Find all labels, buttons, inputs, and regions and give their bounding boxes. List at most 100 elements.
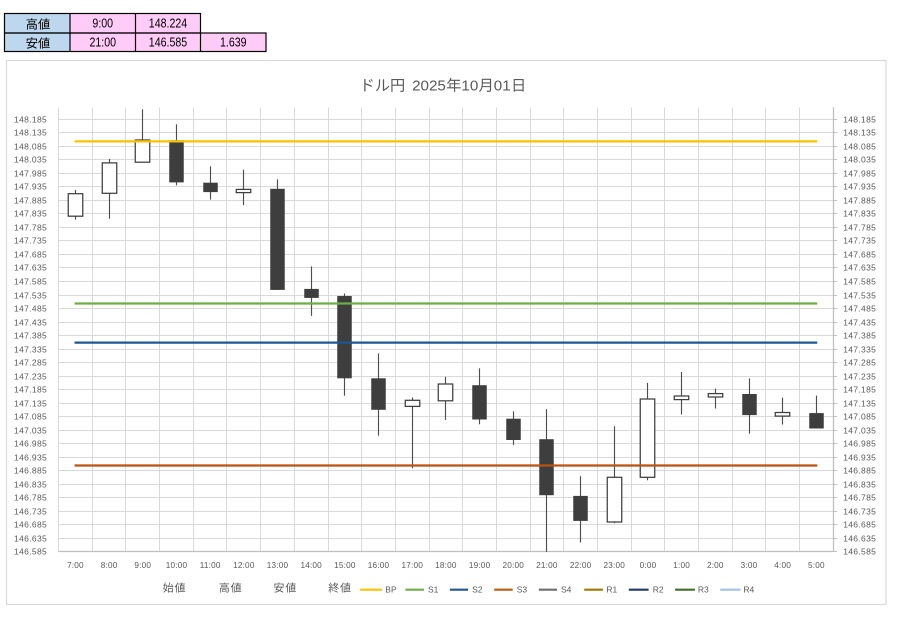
svg-text:147.185: 147.185 (843, 384, 876, 394)
svg-text:147.935: 147.935 (843, 181, 876, 191)
svg-text:147.835: 147.835 (843, 208, 876, 218)
svg-text:147.535: 147.535 (843, 290, 876, 300)
svg-text:147.585: 147.585 (14, 276, 47, 286)
svg-text:147.235: 147.235 (14, 371, 47, 381)
svg-text:146.685: 146.685 (14, 519, 47, 529)
svg-text:BP: BP (385, 584, 397, 594)
svg-text:8:00: 8:00 (101, 561, 118, 570)
svg-text:147.685: 147.685 (14, 249, 47, 259)
svg-text:146.685: 146.685 (843, 519, 876, 529)
svg-text:146.885: 146.885 (14, 465, 47, 475)
svg-text:147.735: 147.735 (14, 235, 47, 245)
svg-text:147.885: 147.885 (843, 195, 876, 205)
svg-text:147.585: 147.585 (843, 276, 876, 286)
svg-text:147.435: 147.435 (843, 317, 876, 327)
svg-text:S1: S1 (428, 584, 439, 594)
svg-text:9:00: 9:00 (92, 17, 113, 31)
svg-text:146.735: 146.735 (843, 506, 876, 516)
svg-text:148.185: 148.185 (14, 114, 47, 124)
svg-text:147.785: 147.785 (843, 222, 876, 232)
svg-text:147.335: 147.335 (14, 344, 47, 354)
svg-text:146.785: 146.785 (843, 492, 876, 502)
svg-text:17:00: 17:00 (401, 561, 423, 570)
svg-text:147.485: 147.485 (843, 303, 876, 313)
svg-text:146.935: 146.935 (14, 452, 47, 462)
svg-text:147.085: 147.085 (14, 411, 47, 421)
svg-text:21:00: 21:00 (536, 561, 558, 570)
svg-text:147.485: 147.485 (14, 303, 47, 313)
svg-text:13:00: 13:00 (267, 561, 289, 570)
svg-text:147.085: 147.085 (843, 411, 876, 421)
svg-text:19:00: 19:00 (469, 561, 491, 570)
svg-text:148.085: 148.085 (843, 141, 876, 151)
svg-text:01: 01 (494, 78, 511, 95)
svg-text:11:00: 11:00 (200, 561, 221, 570)
svg-text:146.785: 146.785 (14, 492, 47, 502)
svg-text:10: 10 (461, 78, 478, 95)
svg-text:R3: R3 (698, 584, 709, 594)
svg-text:146.735: 146.735 (14, 506, 47, 516)
svg-text:147.035: 147.035 (843, 425, 876, 435)
svg-text:0:00: 0:00 (640, 561, 657, 570)
svg-text:3:00: 3:00 (741, 561, 758, 570)
svg-text:147.035: 147.035 (14, 425, 47, 435)
svg-text:18:00: 18:00 (435, 561, 457, 570)
svg-text:147.685: 147.685 (843, 249, 876, 259)
svg-text:15:00: 15:00 (334, 561, 356, 570)
svg-text:146.985: 146.985 (14, 438, 47, 448)
svg-text:148.135: 148.135 (843, 127, 876, 137)
svg-text:16:00: 16:00 (368, 561, 390, 570)
svg-text:146.635: 146.635 (14, 533, 47, 543)
svg-text:147.835: 147.835 (14, 208, 47, 218)
svg-text:148.224: 148.224 (149, 17, 188, 31)
svg-text:148.085: 148.085 (14, 141, 47, 151)
svg-text:R2: R2 (653, 584, 664, 594)
svg-text:12:00: 12:00 (233, 561, 255, 570)
svg-text:147.535: 147.535 (14, 290, 47, 300)
svg-text:147.235: 147.235 (843, 371, 876, 381)
svg-text:S4: S4 (561, 584, 572, 594)
svg-text:147.135: 147.135 (843, 398, 876, 408)
svg-text:S3: S3 (517, 584, 528, 594)
svg-text:23:00: 23:00 (604, 561, 626, 570)
svg-text:147.385: 147.385 (843, 330, 876, 340)
svg-text:147.135: 147.135 (14, 398, 47, 408)
svg-text:1:00: 1:00 (673, 561, 690, 570)
svg-text:147.285: 147.285 (14, 357, 47, 367)
svg-text:147.385: 147.385 (14, 330, 47, 340)
svg-text:R1: R1 (606, 584, 617, 594)
svg-text:7:00: 7:00 (67, 561, 84, 570)
svg-text:10:00: 10:00 (166, 561, 188, 570)
svg-text:146.885: 146.885 (843, 465, 876, 475)
svg-text:147.635: 147.635 (14, 262, 47, 272)
svg-text:148.035: 148.035 (14, 154, 47, 164)
svg-text:146.635: 146.635 (843, 533, 876, 543)
svg-text:2:00: 2:00 (707, 561, 724, 570)
svg-text:146.985: 146.985 (843, 438, 876, 448)
svg-text:R4: R4 (743, 584, 754, 594)
svg-text:S2: S2 (472, 584, 483, 594)
svg-text:20:00: 20:00 (503, 561, 525, 570)
svg-text:146.835: 146.835 (14, 479, 47, 489)
svg-text:4:00: 4:00 (774, 561, 791, 570)
svg-text:1.639: 1.639 (220, 36, 247, 50)
svg-text:146.585: 146.585 (149, 36, 187, 50)
svg-text:148.185: 148.185 (843, 114, 876, 124)
svg-text:147.285: 147.285 (843, 357, 876, 367)
svg-text:147.785: 147.785 (14, 222, 47, 232)
svg-text:147.435: 147.435 (14, 317, 47, 327)
svg-text:14:00: 14:00 (300, 561, 322, 570)
svg-text:146.835: 146.835 (843, 479, 876, 489)
svg-text:148.035: 148.035 (843, 154, 876, 164)
svg-text:147.985: 147.985 (843, 168, 876, 178)
svg-text:146.935: 146.935 (843, 452, 876, 462)
svg-text:147.885: 147.885 (14, 195, 47, 205)
svg-text:147.735: 147.735 (843, 235, 876, 245)
svg-text:147.185: 147.185 (14, 384, 47, 394)
svg-text:9:00: 9:00 (134, 561, 151, 570)
svg-text:146.585: 146.585 (843, 546, 876, 556)
svg-text:21:00: 21:00 (89, 36, 116, 50)
svg-text:148.135: 148.135 (14, 127, 47, 137)
svg-text:5:00: 5:00 (808, 561, 825, 570)
svg-text:147.985: 147.985 (14, 168, 47, 178)
